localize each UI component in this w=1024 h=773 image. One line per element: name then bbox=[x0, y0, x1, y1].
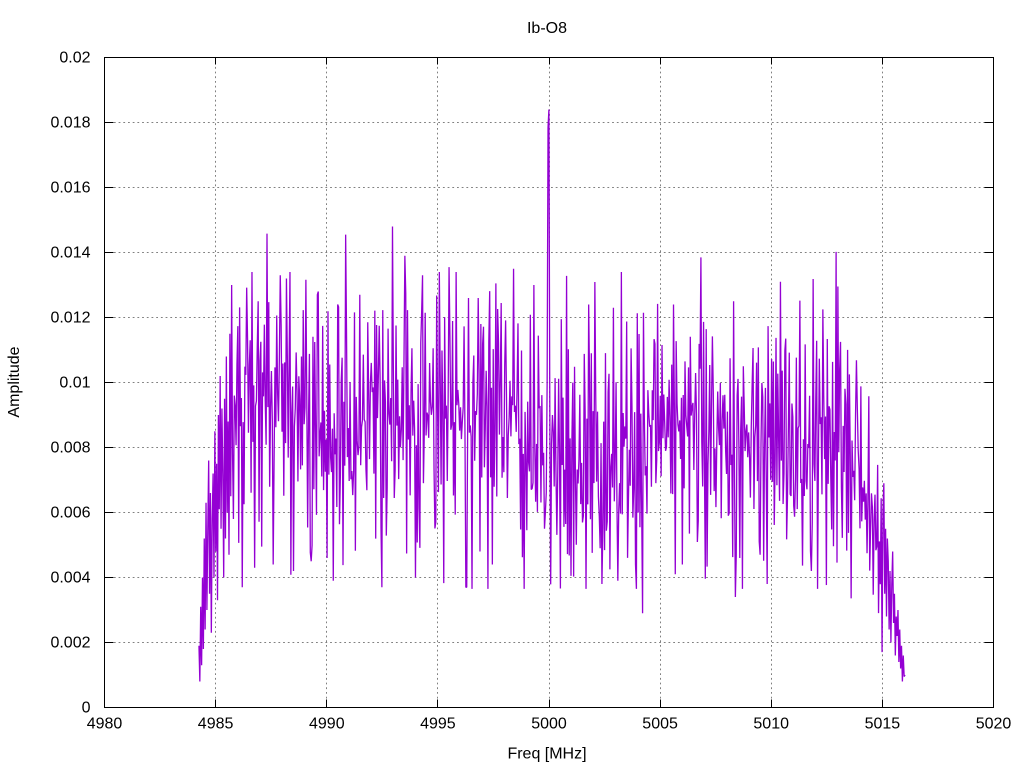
svg-text:5015: 5015 bbox=[865, 716, 901, 733]
svg-text:Amplitude: Amplitude bbox=[6, 346, 23, 417]
svg-text:0.01: 0.01 bbox=[59, 375, 90, 392]
svg-text:5000: 5000 bbox=[531, 716, 567, 733]
svg-text:4980: 4980 bbox=[87, 716, 123, 733]
svg-text:Freq [MHz]: Freq [MHz] bbox=[507, 746, 586, 763]
svg-text:4990: 4990 bbox=[309, 716, 345, 733]
svg-text:0.014: 0.014 bbox=[50, 245, 90, 262]
svg-text:4985: 4985 bbox=[198, 716, 234, 733]
svg-text:0.008: 0.008 bbox=[50, 440, 90, 457]
svg-text:0.02: 0.02 bbox=[59, 50, 90, 67]
svg-text:0.018: 0.018 bbox=[50, 115, 90, 132]
svg-text:4995: 4995 bbox=[420, 716, 456, 733]
svg-text:0.016: 0.016 bbox=[50, 180, 90, 197]
svg-text:0.004: 0.004 bbox=[50, 570, 90, 587]
svg-text:0.012: 0.012 bbox=[50, 310, 90, 327]
svg-text:0.002: 0.002 bbox=[50, 635, 90, 652]
svg-text:0.006: 0.006 bbox=[50, 505, 90, 522]
svg-text:5020: 5020 bbox=[976, 716, 1012, 733]
svg-text:0: 0 bbox=[82, 700, 91, 717]
svg-text:5005: 5005 bbox=[642, 716, 678, 733]
svg-text:Ib-O8: Ib-O8 bbox=[527, 20, 567, 37]
svg-text:5010: 5010 bbox=[753, 716, 789, 733]
